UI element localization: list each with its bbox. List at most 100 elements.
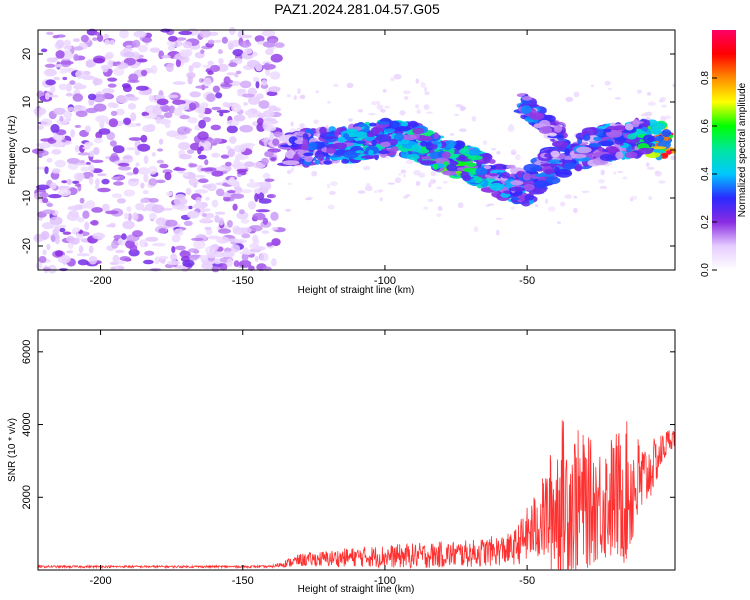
spectrogram-noise-cell xyxy=(148,178,158,186)
spectrogram-noise-cell xyxy=(234,186,243,194)
spectrogram-noise-cell xyxy=(63,110,73,119)
spectrogram-scatter-cell xyxy=(357,190,366,194)
spectrogram-noise-cell xyxy=(238,259,252,268)
spectrogram-signal-cell xyxy=(581,127,599,136)
spectrogram-noise-cell xyxy=(108,118,119,128)
spectrogram-noise-cell xyxy=(140,182,145,189)
spectrogram-noise-cell xyxy=(187,210,200,219)
spectrogram-signal-cell xyxy=(666,150,672,155)
spectrogram-noise-cell xyxy=(207,39,215,45)
spectrogram-noise-cell xyxy=(265,48,274,56)
spectrogram-signal-cell xyxy=(368,149,374,156)
spectrogram-signal-cell xyxy=(588,143,602,148)
spectrogram-y-axis-label: Frequency (Hz) xyxy=(7,116,18,185)
spectrogram-signal-cell xyxy=(401,134,417,141)
spectrogram-signal-cell xyxy=(615,151,624,160)
spectrogram-scatter-cell xyxy=(604,80,611,86)
spectrogram-noise-cell xyxy=(81,203,89,209)
spectrogram-scatter-cell xyxy=(496,150,501,155)
spectrogram-signal-cell xyxy=(489,173,498,177)
spectrogram-noise-cell xyxy=(175,37,187,41)
spectrogram-scatter-cell xyxy=(403,174,406,178)
spectrogram-noise-cell xyxy=(264,178,275,182)
spectrogram-noise-cell xyxy=(230,244,241,253)
spectrogram-noise-cell xyxy=(187,149,195,155)
spectrogram-noise-cell xyxy=(230,193,245,199)
spectrogram-noise-cell xyxy=(74,104,83,110)
spectrogram-noise-cell xyxy=(159,163,169,169)
spectrogram-noise-cell xyxy=(189,163,198,168)
spectrogram-scatter-cell xyxy=(402,90,411,95)
spectrogram-scatter-cell xyxy=(607,87,612,91)
spectrogram-noise-cell xyxy=(111,176,120,180)
spectrogram-noise-cell xyxy=(132,39,141,48)
spectrogram-scatter-cell xyxy=(403,96,409,100)
spectrogram-noise-cell xyxy=(216,109,231,114)
spectrogram-noise-cell xyxy=(113,234,123,240)
spectrogram-signal-cell xyxy=(529,112,545,121)
spectrogram-scatter-cell xyxy=(648,195,653,201)
spectrogram-scatter-cell xyxy=(659,96,667,102)
spectrogram-noise-cell xyxy=(218,49,223,55)
spectrogram-scatter-cell xyxy=(423,206,429,210)
spectrogram-noise-cell xyxy=(173,107,183,117)
spectrogram-noise-cell xyxy=(191,237,204,241)
spectrogram-noise-cell xyxy=(143,155,149,165)
spectrogram-noise-cell xyxy=(50,123,60,133)
spectrogram-noise-cell xyxy=(116,95,129,104)
spectrogram-noise-cell xyxy=(266,242,273,247)
spectrogram-signal-cell xyxy=(544,153,552,158)
spectrogram-noise-cell xyxy=(104,53,113,60)
colorbar-tick-label: 0.6 xyxy=(700,119,711,133)
spectrogram-noise-cell xyxy=(49,216,63,225)
spectrogram-noise-cell xyxy=(187,117,198,124)
spectrogram-noise-cell xyxy=(80,166,89,172)
spectrogram-noise-cell xyxy=(241,253,249,261)
spectrogram-noise-cell xyxy=(40,118,53,127)
spectrogram-noise-cell xyxy=(202,116,211,123)
spectrogram-noise-cell xyxy=(72,93,84,102)
spectrogram-noise-cell xyxy=(173,228,184,237)
spectrogram-noise-cell xyxy=(65,92,73,97)
spectrogram-noise-cell xyxy=(239,40,252,48)
spectrogram-noise-cell xyxy=(236,168,248,173)
spectrogram-noise-cell xyxy=(262,121,269,130)
spectrogram-noise-cell xyxy=(203,140,212,150)
spectrogram-y-tick-label: 0 xyxy=(21,147,33,153)
spectrogram-noise-cell xyxy=(188,177,199,187)
spectrogram-noise-cell xyxy=(66,250,74,254)
spectrogram-noise-cell xyxy=(183,220,193,226)
spectrogram-noise-cell xyxy=(231,103,242,113)
spectrogram-noise-cell xyxy=(77,173,84,182)
spectrogram-signal-cell xyxy=(627,133,637,140)
spectrogram-signal-cell xyxy=(466,162,477,167)
spectrogram-scatter-cell xyxy=(646,162,650,168)
spectrogram-noise-cell xyxy=(140,69,148,77)
spectrogram-noise-cell xyxy=(240,218,250,224)
spectrogram-signal-cell xyxy=(354,131,369,139)
spectrogram-noise-cell xyxy=(79,160,85,164)
spectrogram-noise-cell xyxy=(70,129,75,138)
spectrogram-noise-cell xyxy=(199,29,211,38)
spectrogram-noise-cell xyxy=(94,184,100,190)
spectrogram-noise-cell xyxy=(189,257,198,261)
spectrogram-scatter-cell xyxy=(617,170,624,174)
spectrogram-noise-cell xyxy=(158,228,167,234)
spectrogram-noise-cell xyxy=(53,76,60,81)
spectrogram-signal-cell xyxy=(421,136,433,141)
spectrogram-signal-cell xyxy=(534,173,549,177)
spectrogram-noise-cell xyxy=(216,236,230,244)
spectrogram-noise-cell xyxy=(67,205,81,211)
spectrogram-noise-cell xyxy=(239,124,254,133)
spectrogram-noise-cell xyxy=(79,197,85,204)
spectrogram-x-tick-label: -150 xyxy=(232,275,254,287)
colorbar-tick-label: 0.0 xyxy=(700,263,711,277)
spectrogram-noise-cell xyxy=(132,167,139,175)
spectrogram-noise-cell xyxy=(88,255,98,265)
spectrogram-signal-cell xyxy=(661,129,672,138)
spectrogram-noise-cell xyxy=(98,128,111,135)
spectrogram-noise-cell xyxy=(248,200,256,210)
spectrogram-noise-cell xyxy=(63,39,71,48)
spectrogram-noise-cell xyxy=(174,134,188,140)
spectrogram-signal-cell xyxy=(419,160,437,165)
